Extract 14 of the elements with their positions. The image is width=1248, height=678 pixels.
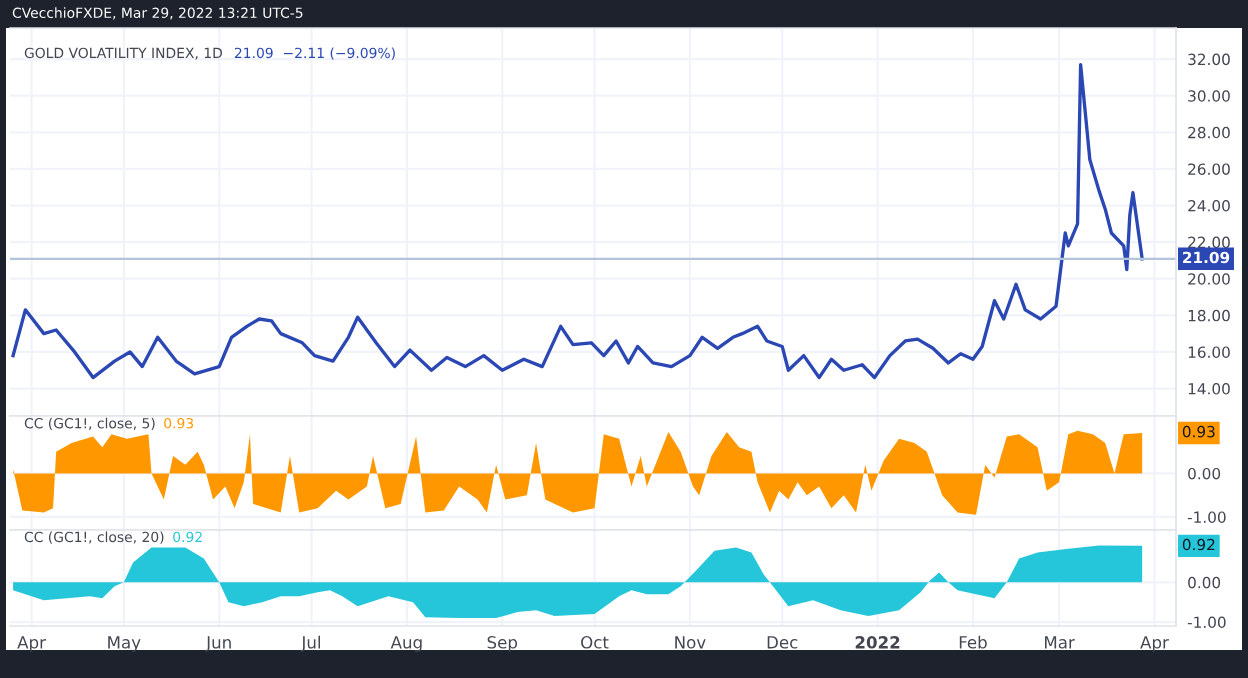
x-tick-label: Jun (205, 636, 231, 652)
x-tick-label: Mar (1045, 636, 1075, 649)
x-tick-label: May (108, 636, 141, 652)
x-tick-label: 2022 (855, 636, 900, 649)
x-tick-label: Oct (581, 636, 609, 649)
x-tick-label: Nov (675, 636, 706, 649)
x-tick-label: Apr (17, 636, 46, 652)
line-series (11, 62, 1144, 380)
x-tick-label: Feb (959, 635, 987, 649)
x-tick-label: Apr (1140, 636, 1169, 652)
x-tick-label: Sep (487, 636, 518, 652)
x-tick-label: Aug (390, 636, 422, 652)
x-tick-label: Jul (300, 635, 320, 652)
x-tick-label: Dec (767, 636, 798, 649)
